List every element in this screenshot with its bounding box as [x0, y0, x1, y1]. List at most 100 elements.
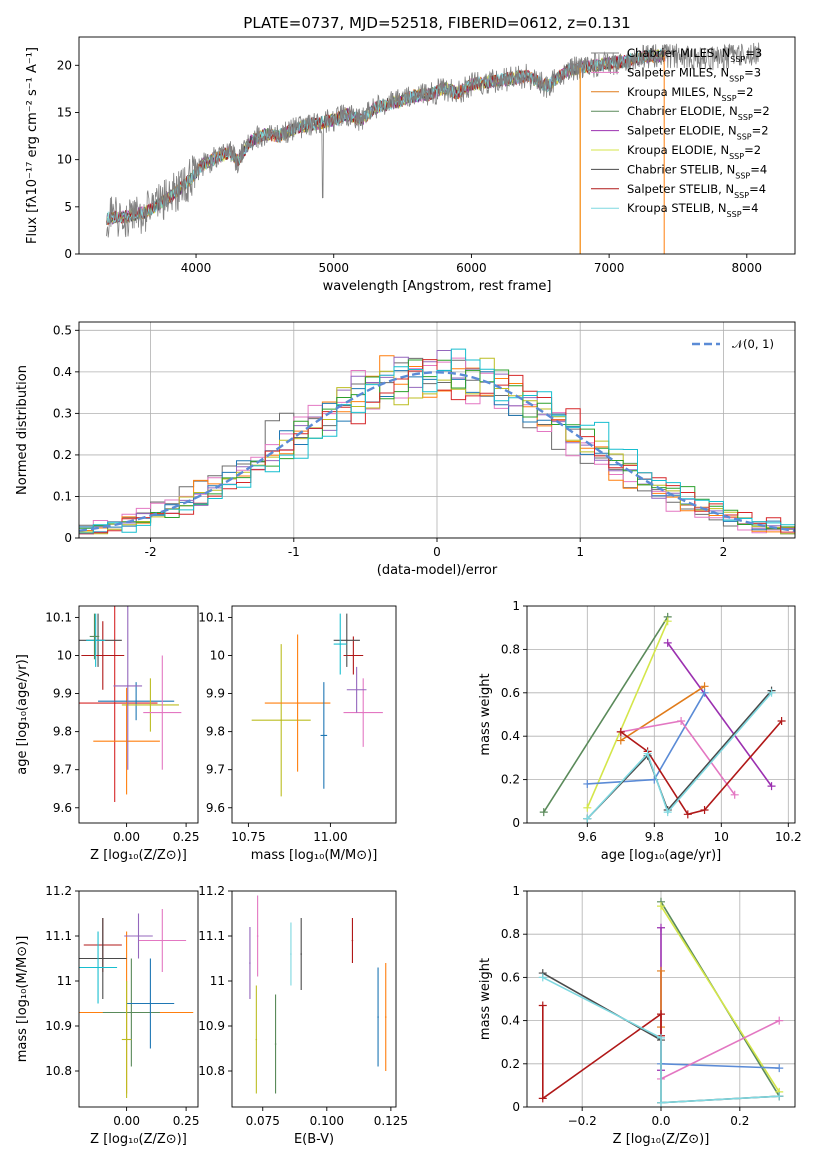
x-axis-label: E(B-V) [294, 1132, 334, 1147]
x-axis-label: Z [log₁₀(Z/Z⊙)] [90, 848, 187, 863]
y-tick-label: 0.5 [53, 323, 72, 337]
x-tick-label: 6000 [456, 261, 487, 275]
model-spectrum-3 [106, 49, 666, 225]
legend-entry: Salpeter ELODIE, NSSP=2 [627, 124, 769, 142]
weight-marker [616, 736, 625, 745]
y-tick-label: 0.1 [53, 489, 72, 503]
model-spectrum-1 [106, 50, 666, 225]
axes-frame [231, 605, 397, 824]
legend-entry: 𝒩(0, 1) [732, 337, 774, 351]
data-point [346, 639, 348, 642]
y-tick-label: 0.8 [501, 642, 520, 656]
y-tick-label: 0.2 [53, 448, 72, 462]
y-tick-label: 9.7 [206, 763, 225, 777]
weight-marker [657, 966, 665, 975]
weight-marker [663, 617, 672, 626]
legend-entry: Kroupa MILES, NSSP=2 [627, 85, 753, 103]
weight-line-4 [660, 1063, 780, 1069]
y-tick-label: 0.4 [501, 729, 520, 743]
y-tick-label: 10.9 [198, 1019, 225, 1033]
y-axis-label: Normed distribution [15, 365, 30, 495]
histogram-4 [79, 350, 795, 535]
y-tick-label: 11.1 [45, 929, 72, 943]
data-point [161, 939, 164, 942]
x-tick-label: −0.2 [568, 1114, 597, 1128]
weight-marker [657, 1098, 665, 1107]
x-tick-label: 0 [433, 545, 441, 559]
y-axis-label: mass weight [478, 673, 493, 755]
x-tick-label: 0.25 [173, 1114, 200, 1128]
legend-name: Kroupa MILES, N [627, 85, 722, 99]
y-tick-label: 10.1 [45, 610, 72, 624]
axes-frame [526, 605, 796, 824]
model-spectrum-2 [106, 49, 666, 226]
y-axis-label: mass weight [478, 958, 493, 1040]
data-point [125, 1038, 128, 1041]
plot-area [527, 606, 795, 823]
x-tick-label: 0.0 [651, 1114, 670, 1128]
legend-name: Kroupa ELODIE, N [627, 143, 729, 157]
y-tick-label: 9.8 [206, 725, 225, 739]
weight-marker [767, 782, 776, 791]
x-tick-label: 4000 [181, 261, 212, 275]
x-tick-label: 0.25 [173, 830, 200, 844]
x-tick-label: 1 [576, 545, 584, 559]
data-point [161, 711, 164, 714]
data-point [149, 704, 152, 706]
legend-entry: Salpeter MILES, NSSP=3 [627, 65, 761, 83]
x-tick-label: 0.2 [730, 1114, 749, 1128]
gaussian-curve [79, 371, 795, 532]
weight-marker [657, 1033, 665, 1042]
data-point [339, 643, 342, 645]
weight-line-5 [620, 720, 736, 796]
data-point [113, 702, 116, 704]
x-tick-label: 10.2 [775, 830, 802, 844]
y-tick-label: 0.4 [501, 1014, 520, 1028]
weight-marker [700, 805, 709, 814]
data-point [149, 1002, 152, 1005]
observed-spectrum [106, 42, 761, 238]
model-spectrum-7 [106, 48, 666, 226]
y-tick-label: 9.9 [53, 687, 72, 701]
panel-weight-vs-age: 9.6 9.8 10 10.2 0 0.2 0.4 0.6 0.8 1 age [log₁₀(age… [478, 599, 802, 863]
axes-frame [78, 36, 796, 255]
y-tick-label: 10.1 [198, 610, 225, 624]
data-point [351, 939, 354, 942]
y-axis-label: age [log₁₀(age/yr)] [15, 654, 30, 775]
y-tick-label: 11 [210, 974, 225, 988]
y-axis-label: Flux [fλ10⁻¹⁷ erg cm⁻² s⁻¹ A⁻¹] [25, 47, 40, 244]
x-tick-label: 0.125 [374, 1114, 408, 1128]
legend-name: Salpeter ELODIE, N [627, 124, 737, 138]
data-point [280, 719, 283, 722]
y-tick-label: 9.8 [53, 725, 72, 739]
y-tick-label: 10 [57, 153, 72, 167]
y-tick-label: 0.2 [501, 773, 520, 787]
data-point [384, 1016, 387, 1018]
y-tick-label: 1 [512, 884, 520, 898]
y-tick-label: 11.2 [45, 884, 72, 898]
panel-weight-vs-Z: −0.2 0.0 0.2 0 0.2 0.4 0.6 0.8 1 Z [log₁₀(Z/Z⊙)] m… [478, 884, 796, 1147]
model-spectrum-6 [106, 48, 666, 225]
legend-count: =4 [742, 201, 759, 215]
legend-name: Chabrier STELIB, N [627, 162, 735, 176]
legend-count: =4 [749, 182, 766, 196]
model-spectrum-5 [106, 49, 666, 225]
y-tick-label: 9.6 [53, 801, 72, 815]
legend-sub: SSP [734, 190, 749, 199]
legend-sub: SSP [735, 171, 750, 180]
legend-name: Chabrier ELODIE, N [627, 104, 738, 118]
x-tick-label: 0.075 [246, 1114, 280, 1128]
y-tick-label: 0.4 [53, 365, 72, 379]
y-tick-label: 0.6 [501, 686, 520, 700]
weight-line-8 [542, 976, 780, 1104]
model-spectrum-4 [106, 49, 666, 226]
weight-line-8 [586, 692, 773, 820]
legend-sub: SSP [729, 152, 744, 161]
data-point [94, 639, 97, 642]
weight-marker [657, 1010, 665, 1019]
legend-sub: SSP [730, 55, 745, 64]
legend-count: =4 [750, 162, 767, 176]
x-tick-label: 9.8 [645, 830, 664, 844]
weight-marker [539, 808, 548, 817]
